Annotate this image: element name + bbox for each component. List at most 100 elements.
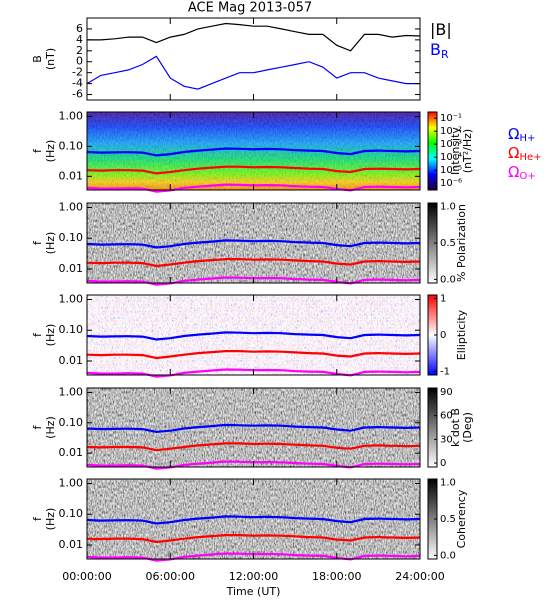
legend-entry: ΩO+ — [508, 163, 536, 183]
colorbar-tick-label: -1 — [440, 366, 450, 377]
colorbar-tick-label: 1.0 — [440, 202, 456, 213]
y-tick-label: 0.10 — [59, 231, 84, 244]
y-tick-label: 0.10 — [59, 139, 84, 152]
y-tick-label: 1.00 — [59, 200, 84, 213]
y-axis-label: f — [31, 332, 44, 337]
legend-subscript: R — [441, 48, 449, 61]
y-axis-label: B — [31, 55, 44, 63]
y-tick-label: -6 — [72, 88, 83, 101]
colorbar-tick-label: 0.0 — [440, 550, 456, 561]
gyrofrequency-line — [86, 442, 421, 452]
y-tick-label: 0.01 — [59, 262, 84, 275]
colorbar-tick-label: 90 — [440, 387, 453, 398]
colorbar-tick-label: 1 — [440, 294, 446, 305]
colorbar-tick-label: 30 — [440, 434, 453, 445]
y-tick-label: 0.01 — [59, 354, 84, 367]
panel: 1 0 -1 Ellipticity 1.00 0.10 0.01 f (Hz) — [31, 292, 468, 378]
colorbar-tick-label: 0 — [440, 330, 446, 341]
colorbar-tick-label: 60 — [440, 411, 453, 422]
legend-name: |B| — [430, 20, 452, 39]
colorbar-tick-label: 1.0 — [440, 478, 456, 489]
y-axis-label: (Hz) — [44, 416, 57, 439]
y-tick-label: 6 — [76, 22, 83, 35]
legend-symbol: Ω — [508, 125, 519, 143]
gyrofrequency-line — [86, 423, 421, 434]
y-tick-label: 0.10 — [59, 507, 84, 520]
colorbar-tick-label: 0.0 — [440, 274, 456, 285]
legend-entry: ΩHe+ — [508, 144, 542, 164]
plot-frame — [86, 17, 421, 101]
legend-name: B — [430, 40, 441, 59]
y-tick-label: -2 — [72, 66, 83, 79]
y-tick-label: 0 — [76, 55, 83, 68]
x-tick-label: 06:00:00 — [146, 570, 195, 583]
y-axis-label: f — [31, 148, 44, 153]
colorbar-tick-label: 10⁻⁴ — [440, 152, 462, 163]
y-axis-label: (Hz) — [44, 140, 57, 163]
y-tick-label: 1.00 — [59, 292, 84, 305]
gyrofrequency-line — [86, 331, 421, 341]
x-tick-label: 12:00:00 — [229, 570, 278, 583]
panel: 1.0 0.5 0.0 Coherency 1.00 0.10 0.01 f (Hz) 00:00… — [31, 476, 468, 598]
x-tick-label: 00:00:00 — [62, 570, 111, 583]
y-tick-label: 1.00 — [59, 385, 84, 398]
gyrofrequency-line — [86, 515, 421, 525]
gyrofrequency-line — [86, 258, 421, 268]
y-axis-label: (Hz) — [44, 508, 57, 531]
legend-entry: |B| — [430, 20, 452, 39]
colorbar-label: (Deg) — [461, 412, 474, 443]
colorbar — [427, 387, 438, 468]
y-tick-label: 0.01 — [59, 538, 84, 551]
legend-subscript: H+ — [519, 133, 535, 144]
legend-entry: ΩH+ — [508, 125, 535, 145]
colorbar-label: Coherency — [455, 489, 468, 548]
legend-subscript: O+ — [519, 171, 535, 182]
y-tick-label: 1.00 — [59, 109, 84, 122]
gyrofrequency-line — [86, 165, 421, 175]
colorbar — [427, 111, 438, 191]
line — [86, 55, 420, 90]
y-tick-label: 4 — [76, 33, 83, 46]
y-tick-label: 0.10 — [59, 323, 84, 336]
y-tick-label: 2 — [76, 44, 83, 57]
gyrofrequency-line — [86, 350, 421, 360]
colorbar-tick-label: 10⁻⁵ — [440, 165, 462, 176]
colorbar-tick-label: 10⁻¹ — [440, 113, 462, 124]
y-tick-label: 1.00 — [59, 476, 84, 489]
colorbar-tick-label: 10⁻³ — [440, 139, 462, 150]
figure-title: ACE Mag 2013-057 — [188, 1, 312, 16]
colorbar-tick-label: 10⁻⁶ — [440, 178, 462, 189]
x-axis-label: Time (UT) — [226, 585, 281, 598]
panel: 10⁻¹ 10⁻² 10⁻³ 10⁻⁴ 10⁻⁵ 10⁻⁶ Intensity (nT²/Hz… — [31, 109, 542, 193]
panel: 1.0 0.5 0.0% Polarization 1.00 0.10 0.01 f (Hz) — [31, 200, 468, 286]
x-tick-label: 18:00:00 — [312, 570, 361, 583]
y-tick-label: 0.01 — [59, 169, 84, 182]
legend-symbol: Ω — [508, 163, 519, 181]
y-axis-label: f — [31, 424, 44, 429]
colorbar-label: (nT²/Hz) — [461, 129, 474, 173]
colorbar-label: Ellipticity — [455, 309, 468, 360]
gyrofrequency-line — [86, 534, 421, 544]
panel: 90 60 30 0k dot B (Deg) 1.00 0.10 0.01 f (Hz) — [31, 385, 474, 470]
y-axis-label: f — [31, 240, 44, 245]
y-tick-label: 0.10 — [59, 416, 84, 429]
legend-entry: BR — [430, 40, 449, 62]
colorbar-tick-label: 0.5 — [440, 238, 456, 249]
colorbar-label: Intensity — [449, 127, 462, 175]
colorbar-tick-label: 0.5 — [440, 514, 456, 525]
colorbar-label: % Polarization — [455, 204, 468, 282]
y-axis-label: f — [31, 516, 44, 521]
y-tick-label: -4 — [72, 77, 83, 90]
gyrofrequency-line — [86, 147, 421, 157]
x-tick-label: 24:00:00 — [395, 570, 444, 583]
legend-symbol: Ω — [508, 144, 519, 162]
legend-subscript: He+ — [519, 152, 541, 163]
colorbar-tick-label: 0 — [440, 458, 446, 469]
y-axis-label: (Hz) — [44, 232, 57, 255]
y-tick-label: 0.01 — [59, 446, 84, 459]
y-axis-label: (Hz) — [44, 324, 57, 347]
gyrofrequency-line — [86, 239, 421, 249]
colorbar-label: k dot B — [449, 408, 462, 447]
